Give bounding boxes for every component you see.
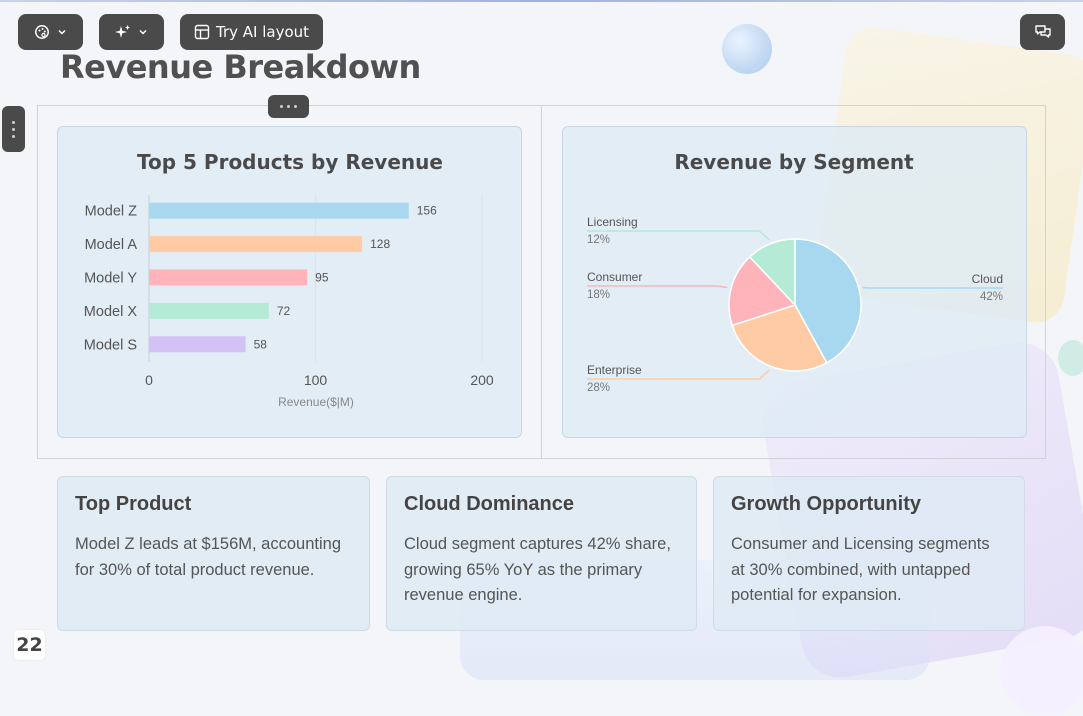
pie-chart-value-label: 18% — [587, 289, 610, 301]
bar-chart-bar — [149, 336, 246, 352]
bar-chart-xtick: 200 — [470, 372, 494, 388]
bar-chart: Top 5 Products by Revenue 156 128 95 72 58 0… — [58, 127, 523, 439]
theme-menu-button[interactable] — [18, 14, 83, 50]
background-decoration — [1000, 626, 1083, 716]
pie-chart-segment-label: Licensing — [587, 215, 638, 229]
bar-chart-category-label: Model Y — [84, 271, 137, 287]
pie-chart-panel: Revenue by Segment Cloud 42% Enterprise 28%… — [562, 126, 1027, 438]
insight-card-top-product[interactable]: Top Product Model Z leads at $156M, acco… — [57, 476, 370, 631]
bar-chart-bar — [149, 236, 362, 252]
page-number: 22 — [14, 630, 45, 660]
bar-chart-value-label: 156 — [417, 204, 437, 218]
bar-chart-category-label: Model Z — [85, 204, 138, 220]
chevron-down-icon — [56, 26, 68, 38]
card-body: Cloud segment captures 42% share, growin… — [404, 532, 679, 609]
background-decoration — [722, 24, 772, 74]
bar-chart-title: Top 5 Products by Revenue — [137, 150, 443, 174]
pie-chart-segment-label: Enterprise — [587, 363, 642, 377]
block-drag-handle[interactable] — [268, 95, 309, 118]
background-decoration — [1058, 340, 1083, 376]
card-body: Model Z leads at $156M, accounting for 3… — [75, 532, 352, 583]
chevron-down-icon — [137, 26, 149, 38]
bar-chart-bar — [149, 270, 307, 286]
bar-chart-value-label: 128 — [370, 237, 390, 251]
top-accent-line — [0, 0, 1083, 2]
insight-card-cloud-dominance[interactable]: Cloud Dominance Cloud segment captures 4… — [386, 476, 697, 631]
pie-chart-value-label: 42% — [980, 291, 1003, 303]
pie-chart-segment-label: Cloud — [972, 272, 1003, 286]
pie-chart-title: Revenue by Segment — [674, 150, 914, 174]
card-title: Growth Opportunity — [731, 493, 1007, 516]
bar-chart-category-label: Model X — [84, 304, 138, 320]
bar-chart-xlabel: Revenue($|M) — [278, 395, 354, 409]
card-title: Top Product — [75, 493, 352, 516]
try-ai-layout-label: Try AI layout — [216, 23, 309, 41]
bar-chart-category-label: Model A — [85, 237, 138, 253]
card-body: Consumer and Licensing segments at 30% c… — [731, 532, 1007, 609]
bar-chart-bar — [149, 203, 409, 219]
bar-chart-value-label: 58 — [254, 337, 268, 351]
pie-chart-leader-line — [587, 286, 727, 288]
try-ai-layout-button[interactable]: Try AI layout — [180, 14, 323, 50]
pie-chart: Revenue by Segment Cloud 42% Enterprise 28%… — [563, 127, 1028, 439]
ai-menu-button[interactable] — [99, 14, 164, 50]
bar-chart-value-label: 72 — [277, 304, 291, 318]
pie-chart-leader-line — [587, 231, 769, 240]
bar-chart-panel: Top 5 Products by Revenue 156 128 95 72 58 0… — [57, 126, 522, 438]
chart-block-divider — [541, 106, 542, 458]
card-title: Cloud Dominance — [404, 493, 679, 516]
chat-button[interactable] — [1020, 14, 1065, 50]
bar-chart-category-label: Model S — [84, 337, 137, 353]
sparkle-icon — [115, 24, 131, 40]
bar-chart-xtick: 100 — [304, 372, 328, 388]
insight-card-growth-opportunity[interactable]: Growth Opportunity Consumer and Licensin… — [713, 476, 1025, 631]
side-drag-handle[interactable] — [2, 106, 25, 152]
page-title: Revenue Breakdown — [60, 48, 421, 86]
bar-chart-xtick: 0 — [145, 372, 153, 388]
pie-chart-value-label: 28% — [587, 382, 610, 394]
pie-chart-segment-label: Consumer — [587, 270, 642, 284]
bar-chart-bar — [149, 303, 269, 319]
palette-icon — [34, 24, 50, 40]
bar-chart-value-label: 95 — [315, 271, 329, 285]
chat-icon — [1034, 23, 1052, 41]
pie-chart-value-label: 12% — [587, 234, 610, 246]
layout-icon — [194, 24, 210, 40]
